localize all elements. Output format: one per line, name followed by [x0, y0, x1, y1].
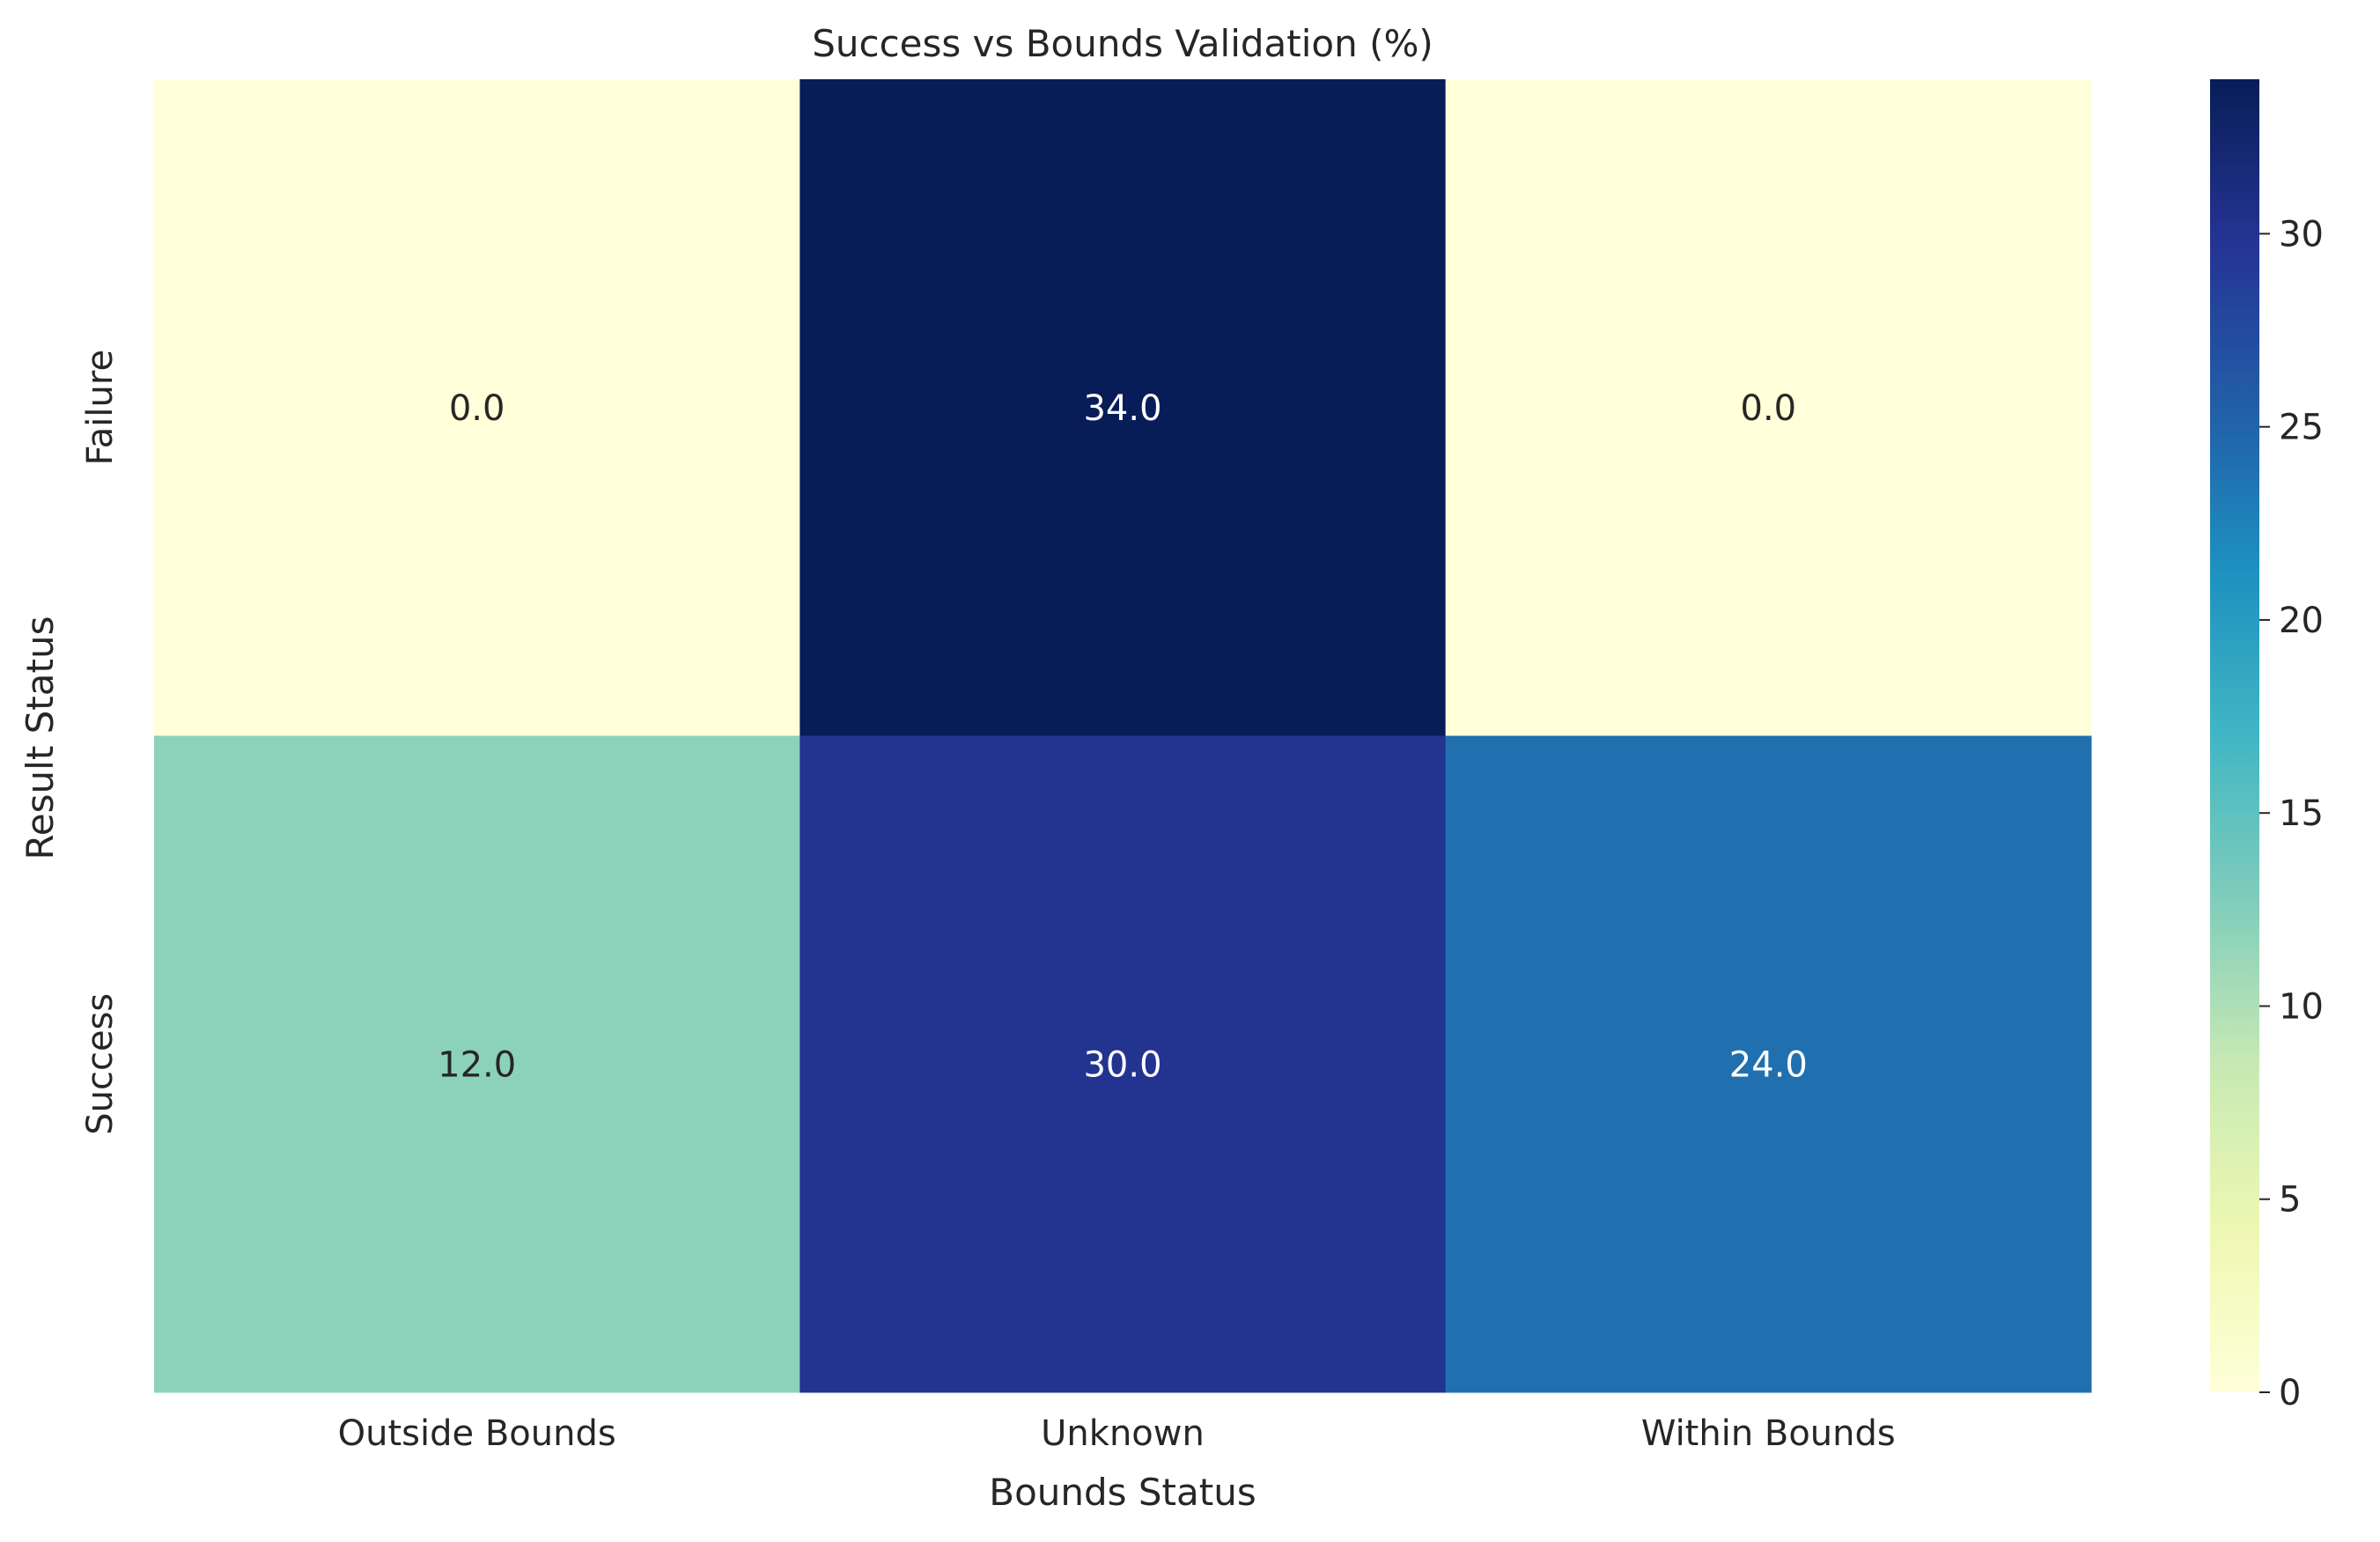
colorbar-tick-label: 5: [2279, 1180, 2301, 1221]
cell-value-label: 0.0: [449, 388, 505, 429]
heatmap-cell: [154, 735, 800, 1393]
heatmap-cells: [154, 79, 2092, 1393]
colorbar: [2210, 79, 2259, 1392]
heatmap-cell: [799, 79, 1447, 736]
colorbar-tick-label: 15: [2279, 793, 2324, 834]
y-axis-ticks: Failure Success: [80, 350, 121, 1135]
heatmap-cell-labels: 0.0 34.0 0.0 12.0 30.0 24.0: [438, 388, 1808, 1086]
cell-value-label: 24.0: [1729, 1044, 1808, 1085]
y-tick-label: Failure: [80, 350, 121, 466]
cell-value-label: 0.0: [1741, 388, 1797, 429]
cell-value-label: 12.0: [438, 1044, 516, 1085]
heatmap-cell: [154, 79, 800, 736]
colorbar-tick-label: 30: [2279, 214, 2324, 255]
x-tick-label: Within Bounds: [1641, 1413, 1896, 1454]
chart-title: Success vs Bounds Validation (%): [812, 22, 1433, 65]
colorbar-ticks: 0 5 10 15 20 25 30: [2259, 214, 2324, 1413]
colorbar-tick-label: 10: [2279, 986, 2324, 1027]
cell-value-label: 30.0: [1083, 1044, 1161, 1085]
colorbar-tick-label: 0: [2279, 1373, 2301, 1413]
x-tick-label: Outside Bounds: [338, 1413, 616, 1454]
heatmap-cell: [1445, 735, 2092, 1393]
y-axis-label: Result Status: [18, 616, 62, 860]
heatmap-cell: [1445, 79, 2092, 736]
colorbar-tick-label: 20: [2279, 601, 2324, 641]
x-tick-label: Unknown: [1041, 1413, 1205, 1454]
x-axis-ticks: Outside Bounds Unknown Within Bounds: [338, 1413, 1896, 1454]
heatmap-cell: [799, 735, 1447, 1393]
y-tick-label: Success: [80, 993, 121, 1135]
cell-value-label: 34.0: [1083, 388, 1161, 429]
x-axis-label: Bounds Status: [989, 1471, 1256, 1514]
colorbar-tick-label: 25: [2279, 408, 2324, 448]
